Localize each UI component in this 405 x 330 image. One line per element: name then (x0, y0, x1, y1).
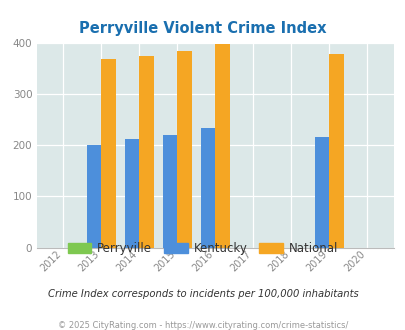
Bar (314, 137, 328, 248)
Bar (162, 135, 177, 248)
Bar (124, 139, 139, 248)
Text: © 2025 CityRating.com - https://www.cityrating.com/crime-statistics/: © 2025 CityRating.com - https://www.city… (58, 321, 347, 330)
Bar (215, 45, 229, 248)
Bar (87, 145, 101, 248)
Text: Crime Index corresponds to incidents per 100,000 inhabitants: Crime Index corresponds to incidents per… (47, 289, 358, 299)
Bar (200, 128, 215, 248)
Bar (101, 59, 115, 248)
Bar (139, 56, 153, 248)
Bar (328, 54, 343, 247)
Bar (177, 51, 191, 248)
Legend: Perryville, Kentucky, National: Perryville, Kentucky, National (63, 237, 342, 260)
Text: Perryville Violent Crime Index: Perryville Violent Crime Index (79, 21, 326, 36)
